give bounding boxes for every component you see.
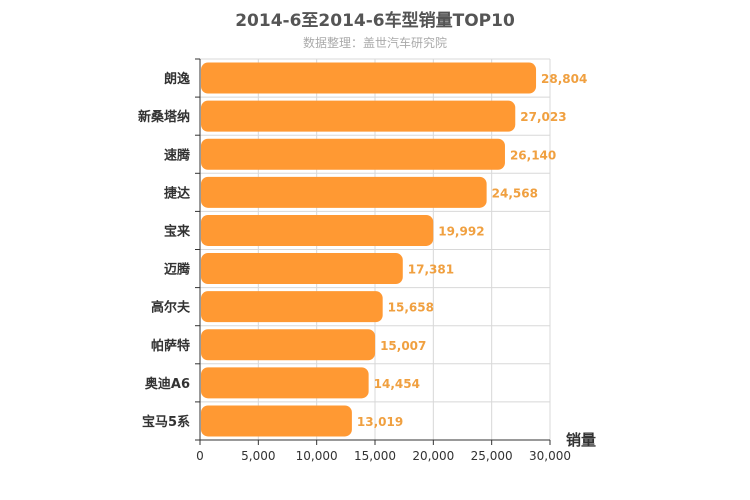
- category-label-2: 速腾: [164, 147, 191, 163]
- bar-6: [201, 291, 383, 323]
- value-label-7: 15,007: [380, 339, 426, 353]
- category-label-1: 新桑塔纳: [138, 109, 190, 125]
- bar-5: [201, 253, 403, 285]
- bar-4: [201, 214, 434, 246]
- value-label-9: 13,019: [357, 415, 403, 429]
- value-label-0: 28,804: [541, 72, 587, 86]
- x-tick-label-5: 25,000: [471, 449, 513, 463]
- bar-7: [201, 329, 376, 361]
- bar-3: [201, 176, 487, 208]
- x-tick-label-2: 10,000: [296, 449, 338, 463]
- value-label-5: 17,381: [408, 263, 454, 277]
- category-label-9: 宝马5系: [142, 414, 190, 430]
- bar-1: [201, 100, 516, 132]
- bars: [201, 62, 537, 437]
- x-tick-label-3: 15,000: [354, 449, 396, 463]
- category-label-0: 朗逸: [164, 71, 190, 87]
- bar-2: [201, 138, 505, 170]
- x-tick-label-4: 20,000: [412, 449, 454, 463]
- category-label-6: 高尔夫: [151, 300, 191, 316]
- value-labels: 28,804 27,023 26,140 24,568 19,992 17,381 15,6…: [357, 72, 587, 429]
- x-tick-label-1: 5,000: [241, 449, 275, 463]
- category-label-8: 奥迪A6: [145, 376, 190, 392]
- bar-0: [201, 62, 537, 94]
- value-label-4: 19,992: [438, 224, 484, 238]
- x-tick-label-6: 30,000: [529, 449, 571, 463]
- category-label-3: 捷达: [164, 185, 190, 201]
- x-tick-label-0: 0: [196, 449, 204, 463]
- chart-subtitle: 数据整理：盖世汽车研究院: [302, 36, 447, 50]
- x-tick-labels: 0 5,000 10,000 15,000 20,000 25,000 30,000: [196, 449, 571, 463]
- value-label-2: 26,140: [510, 148, 556, 162]
- x-axis-title: 销量: [566, 431, 596, 449]
- category-label-7: 帕萨特: [151, 338, 190, 354]
- bar-8: [201, 367, 369, 399]
- category-label-4: 宝来: [164, 223, 191, 239]
- bar-9: [201, 405, 352, 437]
- value-label-8: 14,454: [374, 377, 420, 391]
- category-label-5: 迈腾: [164, 262, 191, 278]
- value-label-6: 15,658: [388, 301, 434, 315]
- chart-title: 2014-6至2014-6车型销量TOP10: [235, 11, 515, 31]
- value-label-3: 24,568: [492, 186, 538, 200]
- value-label-1: 27,023: [520, 110, 566, 124]
